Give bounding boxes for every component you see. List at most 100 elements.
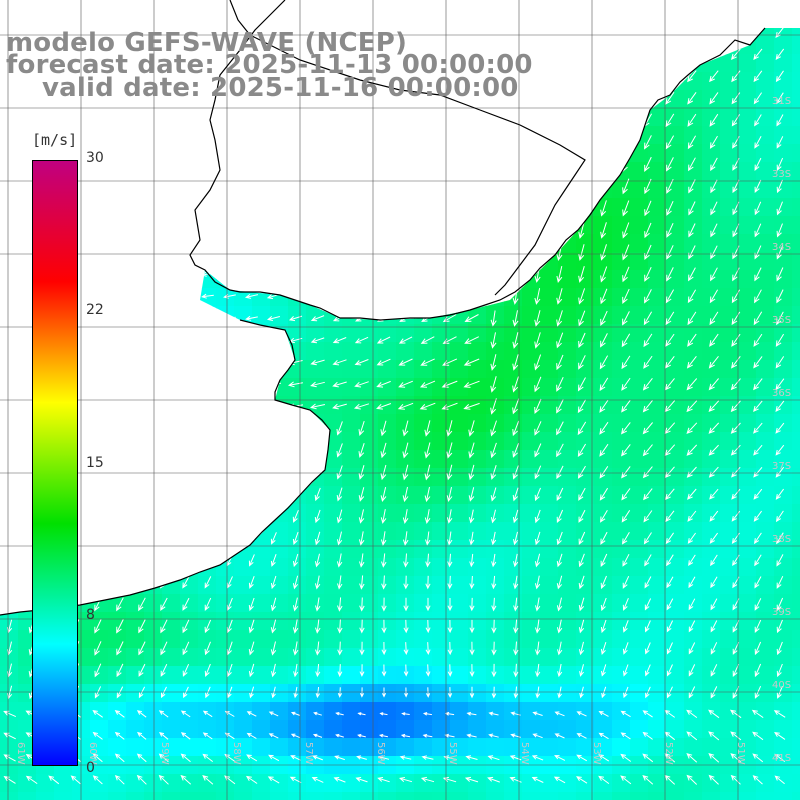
wind-cell xyxy=(540,0,559,19)
wind-cell xyxy=(540,126,559,145)
wind-cell xyxy=(396,108,415,127)
wind-arrow xyxy=(377,225,390,235)
wind-cell xyxy=(450,162,469,181)
wind-arrow xyxy=(598,711,609,717)
wind-arrow xyxy=(686,400,698,413)
wind-cell xyxy=(180,162,199,181)
wind-cell xyxy=(540,288,559,307)
wind-arrow xyxy=(754,136,762,149)
wind-cell xyxy=(504,378,523,397)
wind-cell xyxy=(648,54,667,73)
wind-cell xyxy=(504,540,523,559)
wind-cell xyxy=(360,252,379,271)
wind-arrow xyxy=(578,70,586,83)
wind-cell xyxy=(144,234,163,253)
wind-cell xyxy=(702,342,721,361)
wind-arrow xyxy=(200,359,215,365)
wind-arrow xyxy=(666,267,674,282)
wind-arrow xyxy=(688,5,697,14)
wind-arrow xyxy=(112,337,127,343)
wind-cell xyxy=(666,216,685,235)
wind-arrow xyxy=(600,135,608,150)
wind-cell xyxy=(396,414,415,433)
wind-cell xyxy=(738,108,757,127)
wind-arrow xyxy=(200,161,215,167)
wind-arrow xyxy=(355,138,368,146)
wind-cell xyxy=(576,684,595,703)
wind-cell xyxy=(252,540,271,559)
wind-arrow xyxy=(621,400,631,413)
wind-arrow xyxy=(534,310,541,327)
wind-arrow xyxy=(622,266,630,283)
wind-arrow xyxy=(535,641,541,656)
wind-cell xyxy=(720,558,739,577)
wind-cell xyxy=(522,198,541,217)
wind-arrow xyxy=(513,641,519,656)
wind-cell xyxy=(432,198,451,217)
wind-cell xyxy=(540,450,559,469)
wind-arrow xyxy=(644,5,652,14)
wind-cell xyxy=(594,432,613,451)
wind-cell xyxy=(432,558,451,577)
wind-arrow xyxy=(534,157,541,173)
wind-cell xyxy=(504,252,523,271)
wind-arrow xyxy=(402,420,409,437)
wind-arrow xyxy=(665,333,675,347)
wind-cell xyxy=(486,216,505,235)
wind-arrow xyxy=(622,642,629,655)
wind-cell xyxy=(648,108,667,127)
wind-cell xyxy=(288,558,307,577)
wind-arrow xyxy=(776,223,783,238)
wind-arrow xyxy=(310,381,325,388)
wind-cell xyxy=(288,360,307,379)
wind-cell xyxy=(414,108,433,127)
wind-cell xyxy=(360,216,379,235)
wind-cell xyxy=(144,594,163,613)
wind-arrow xyxy=(403,597,409,612)
wind-arrow xyxy=(644,620,651,633)
wind-arrow xyxy=(687,289,697,304)
wind-arrow xyxy=(469,664,475,678)
wind-cell xyxy=(522,306,541,325)
wind-cell xyxy=(198,774,217,793)
wind-cell xyxy=(324,342,343,361)
wind-cell xyxy=(252,576,271,595)
wind-cell xyxy=(468,774,487,793)
wind-cell xyxy=(738,54,757,73)
wind-cell xyxy=(648,468,667,487)
wind-arrow xyxy=(245,227,258,233)
wind-cell xyxy=(702,306,721,325)
wind-cell xyxy=(468,360,487,379)
wind-arrow xyxy=(402,464,409,481)
wind-cell xyxy=(360,198,379,217)
wind-cell xyxy=(162,684,181,703)
wind-cell xyxy=(342,396,361,415)
wind-arrow xyxy=(158,8,170,12)
wind-arrow xyxy=(315,597,321,612)
wind-cell xyxy=(720,252,739,271)
wind-arrow xyxy=(534,509,541,524)
wind-arrow xyxy=(134,293,149,299)
wind-arrow xyxy=(94,554,102,567)
wind-cell xyxy=(324,486,343,505)
wind-cell xyxy=(360,144,379,163)
wind-cell xyxy=(342,0,361,19)
wind-arrow xyxy=(464,314,479,323)
wind-cell xyxy=(108,468,127,487)
wind-cell xyxy=(306,108,325,127)
wind-cell xyxy=(468,738,487,757)
wind-cell xyxy=(756,288,775,307)
wind-arrow xyxy=(403,553,409,568)
wind-cell xyxy=(378,144,397,163)
wind-arrow xyxy=(753,422,763,434)
wind-cell xyxy=(774,198,793,217)
wind-cell xyxy=(630,432,649,451)
wind-cell xyxy=(684,594,703,613)
wind-arrow xyxy=(598,775,610,785)
wind-cell xyxy=(360,360,379,379)
wind-cell xyxy=(630,738,649,757)
wind-cell xyxy=(720,180,739,199)
wind-arrow xyxy=(134,315,149,321)
wind-arrow xyxy=(421,225,434,235)
wind-cell xyxy=(0,162,19,181)
